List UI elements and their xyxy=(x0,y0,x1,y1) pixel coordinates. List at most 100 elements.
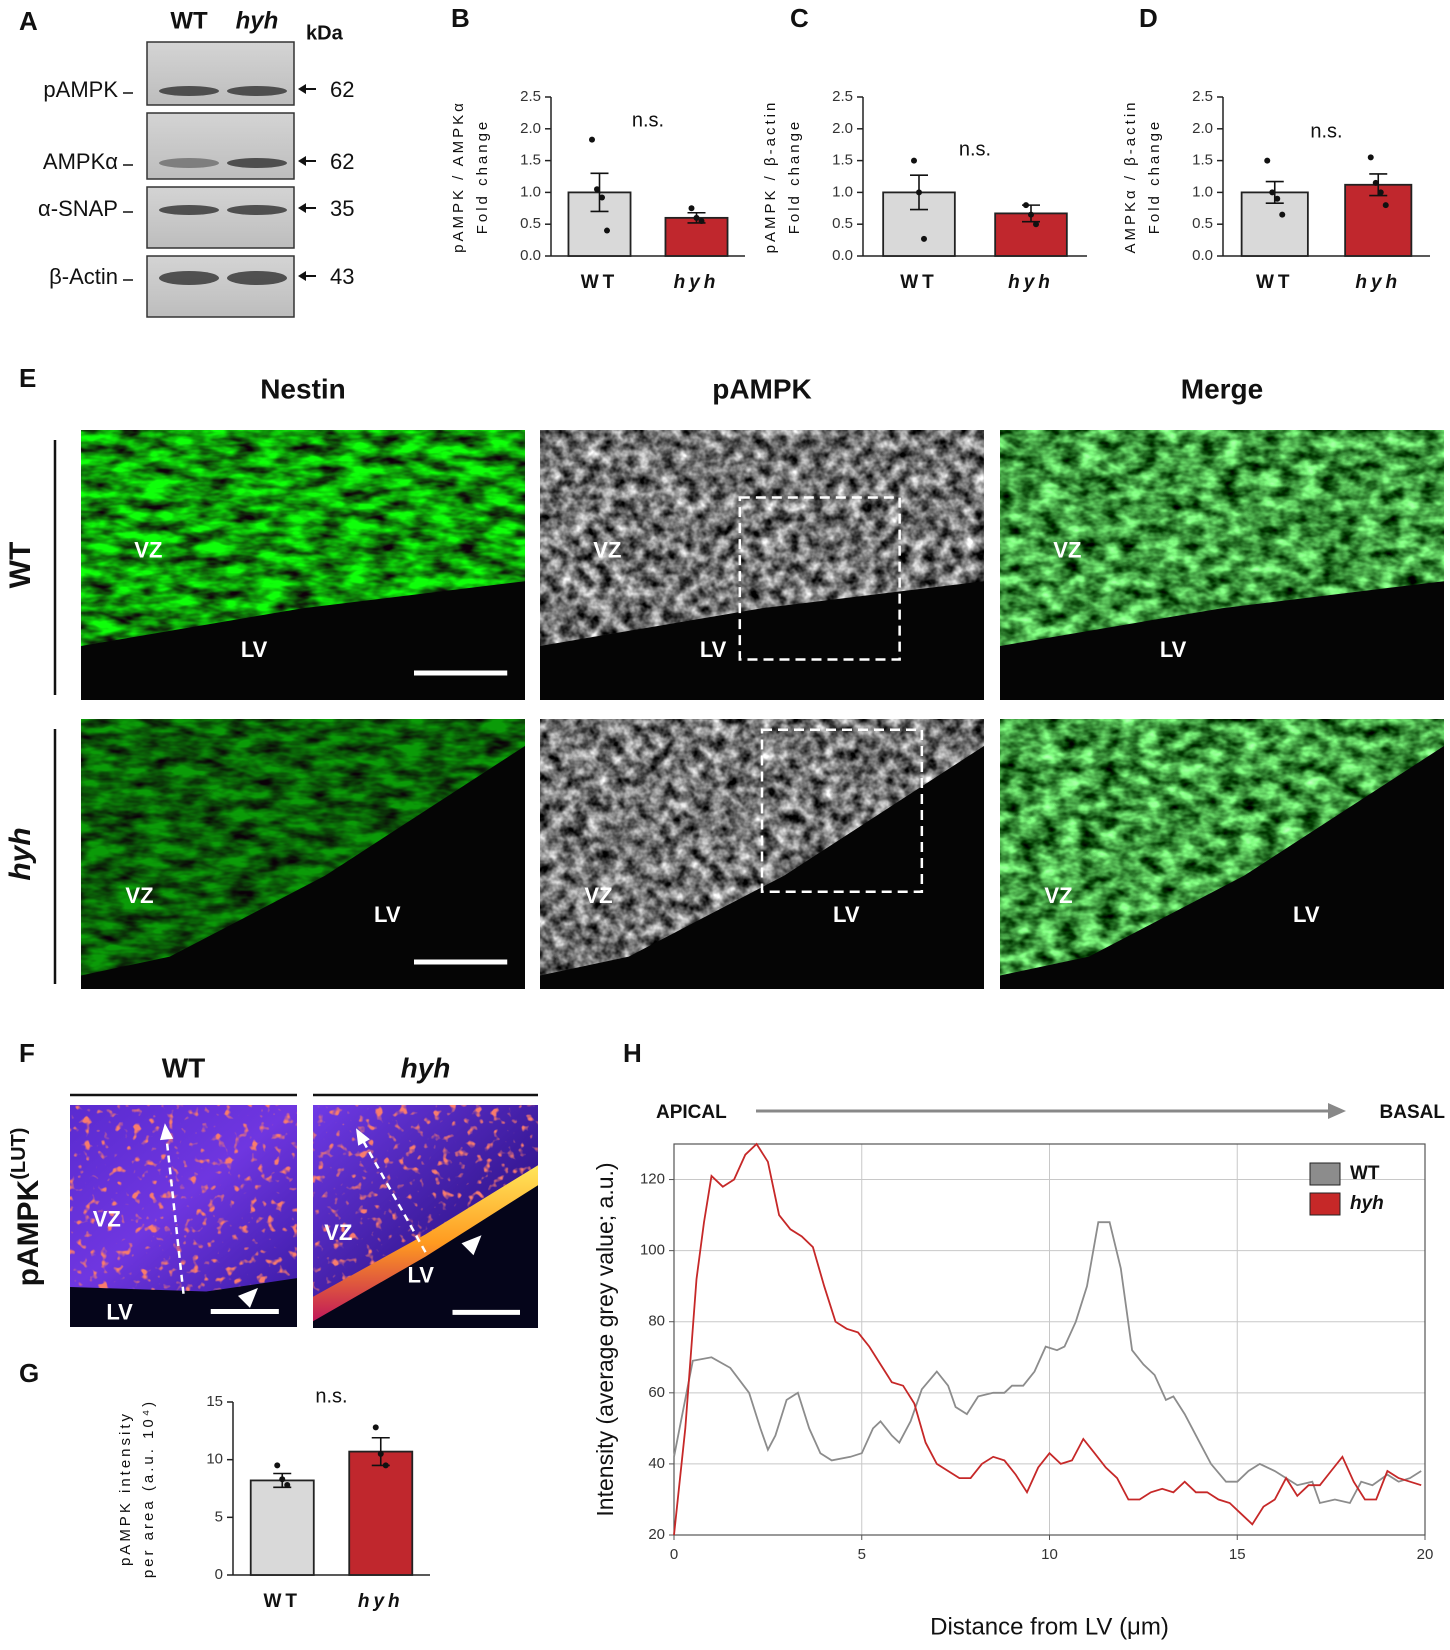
blot-strip xyxy=(146,186,295,249)
y-tick-label: 0.5 xyxy=(1192,215,1213,232)
y-axis-label: pAMPK / AMPKα xyxy=(450,100,467,253)
region-label: VZ xyxy=(1053,537,1081,562)
y-tick-label: 2.5 xyxy=(832,88,853,105)
annotation: n.s. xyxy=(632,109,664,131)
y-tick-label: 1.5 xyxy=(832,152,853,169)
region-label: VZ xyxy=(593,537,621,562)
lut-label-main: pAMPK xyxy=(12,1179,45,1286)
column-header: Nestin xyxy=(260,373,346,404)
x-tick-label: 0 xyxy=(670,1546,678,1563)
data-point xyxy=(1372,179,1379,186)
annotation: n.s. xyxy=(1310,120,1342,142)
kda-label: 35 xyxy=(330,196,354,221)
x-axis-label: Distance from LV (μm) xyxy=(930,1613,1169,1640)
y-axis-label: Intensity (average grey value; a.u.) xyxy=(592,1162,618,1516)
blot-band xyxy=(159,86,219,96)
profile-arrow xyxy=(164,1127,185,1294)
y-tick-label: 2.0 xyxy=(832,120,853,137)
x-tick-label: hyh xyxy=(1355,272,1401,293)
y-tick-label: 2.0 xyxy=(520,120,541,137)
data-point xyxy=(1274,195,1281,202)
line-series xyxy=(673,1221,1422,1505)
region-label: LV xyxy=(374,902,401,927)
x-tick-label: hyh xyxy=(674,272,720,293)
region-label: LV xyxy=(833,902,860,927)
data-point xyxy=(279,1476,286,1483)
kda-label: 43 xyxy=(330,264,354,289)
column-header: Merge xyxy=(1181,373,1263,404)
y-tick-label: 5 xyxy=(215,1508,223,1525)
blot-band xyxy=(159,271,219,285)
y-tick-label: 1.0 xyxy=(520,183,541,200)
data-point xyxy=(1367,154,1374,161)
panel-letter: G xyxy=(19,1358,39,1388)
tissue xyxy=(81,430,525,646)
y-tick-label: 2.5 xyxy=(520,88,541,105)
kda-label: 62 xyxy=(330,77,354,102)
x-tick-label: 20 xyxy=(1417,1546,1434,1563)
kda-label: 62 xyxy=(330,149,354,174)
x-tick-label: hyh xyxy=(358,1591,404,1612)
lut-label: pAMPK(LUT) xyxy=(8,1128,45,1287)
lut-label-sup: (LUT) xyxy=(8,1128,30,1180)
data-point xyxy=(911,157,917,164)
y-tick-label: 1.5 xyxy=(520,152,541,169)
y-axis-label: Fold change xyxy=(474,119,491,235)
panel-letter: E xyxy=(19,363,36,393)
x-tick-label: 15 xyxy=(1229,1546,1246,1563)
region-label: LV xyxy=(1160,637,1187,662)
data-point xyxy=(1382,202,1389,209)
y-tick-label: 0.5 xyxy=(832,215,853,232)
region-label: VZ xyxy=(584,883,612,908)
x-tick-label: hyh xyxy=(1008,272,1054,293)
column-header: pAMPK xyxy=(712,373,812,404)
arrow-head xyxy=(298,203,306,213)
data-point xyxy=(1279,211,1286,218)
y-tick-label: 80 xyxy=(648,1313,665,1330)
protein-label: pAMPK xyxy=(43,77,118,102)
blot-band xyxy=(159,158,219,168)
legend-swatch xyxy=(1309,1192,1341,1216)
data-point xyxy=(589,136,595,143)
region-label: LV xyxy=(1293,902,1320,927)
data-point xyxy=(372,1424,379,1431)
x-tick-label: WT xyxy=(263,1591,301,1612)
legend-label: WT xyxy=(1350,1163,1380,1184)
plot-frame xyxy=(673,1143,1426,1536)
y-tick-label: 15 xyxy=(206,1393,223,1410)
y-tick-label: 100 xyxy=(640,1242,665,1259)
y-axis-label: pAMPK / β-actin xyxy=(762,100,779,254)
arrow-head xyxy=(298,156,306,166)
blot-strip xyxy=(146,112,295,180)
y-tick-label: 2.5 xyxy=(1192,88,1213,105)
unit-label: kDa xyxy=(306,22,344,44)
region-label: LV xyxy=(700,637,727,662)
row-label: WT xyxy=(4,542,37,589)
panel-letter: B xyxy=(451,3,470,33)
region-label: VZ xyxy=(134,537,162,562)
data-point xyxy=(382,1462,389,1469)
y-tick-label: 0.0 xyxy=(520,247,541,264)
blot-band xyxy=(159,205,219,215)
blot-strip xyxy=(146,41,295,106)
data-point xyxy=(916,189,922,196)
y-tick-label: 1.0 xyxy=(832,183,853,200)
tissue xyxy=(540,719,984,976)
blot-band xyxy=(227,205,287,215)
profile-arrow-head xyxy=(356,1128,370,1146)
lut-speckle xyxy=(313,1105,538,1313)
legend-swatch xyxy=(1309,1162,1341,1186)
blot-band xyxy=(227,86,287,96)
annotation: n.s. xyxy=(959,138,991,160)
y-axis-label: Fold change xyxy=(786,119,803,235)
region-label: VZ xyxy=(1044,883,1072,908)
legend-label: hyh xyxy=(1350,1193,1384,1214)
data-point xyxy=(698,218,705,225)
arrow-head xyxy=(298,84,306,94)
data-point xyxy=(377,1450,384,1457)
blot-band xyxy=(227,158,287,168)
y-tick-label: 120 xyxy=(640,1171,665,1188)
annotation: APICAL xyxy=(656,1102,727,1123)
bar xyxy=(664,216,729,257)
data-point xyxy=(599,194,605,201)
